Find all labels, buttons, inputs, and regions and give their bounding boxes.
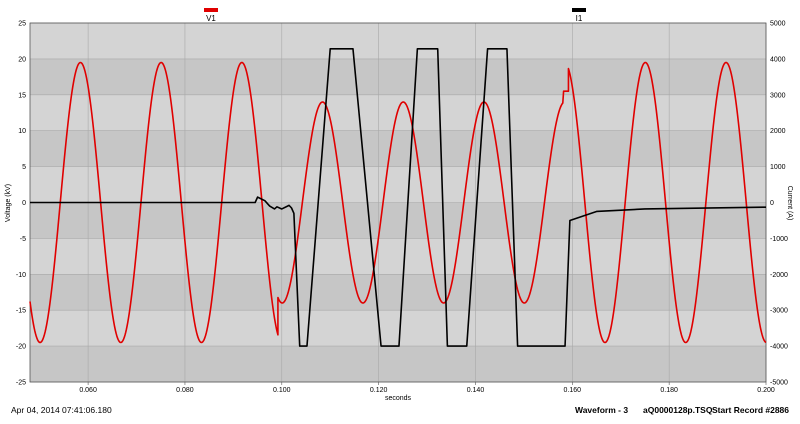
x-tick-label: 0.140 (467, 387, 485, 394)
y2-tick-label: 4000 (770, 56, 786, 63)
footer-waveform: Waveform - 3 (575, 405, 629, 415)
x-tick-label: 0.060 (79, 387, 97, 394)
y2-tick-label: -3000 (770, 308, 788, 315)
legend-label-v1: V1 (206, 14, 216, 23)
footer-timestamp: Apr 04, 2014 07:41:06.180 (11, 405, 112, 415)
x-tick-label: 0.160 (564, 387, 582, 394)
x-tick-label: 0.180 (660, 387, 678, 394)
x-axis-title: seconds (385, 395, 412, 402)
plot-band (30, 310, 766, 347)
y2-tick-label: 5000 (770, 21, 786, 28)
plot-band (30, 274, 766, 311)
series-lines (29, 48, 767, 347)
y2-tick-label: 1000 (770, 164, 786, 171)
plot-band (30, 23, 766, 59)
plot-band (30, 130, 766, 167)
y2-tick-label: -1000 (770, 236, 788, 243)
y2-tick-label: 2000 (770, 128, 786, 135)
y-tick-label: -5 (20, 236, 26, 243)
y2-tick-label: -2000 (770, 272, 788, 279)
y-tick-label: 15 (18, 92, 26, 99)
y2-tick-label: 0 (770, 200, 774, 207)
y2-tick-label: -5000 (770, 380, 788, 387)
y-tick-label: 5 (22, 164, 26, 171)
plot-band (30, 346, 766, 382)
y-tick-label: -25 (16, 380, 26, 387)
y2-tick-label: -4000 (770, 344, 788, 351)
y-tick-label: 10 (18, 128, 26, 135)
y-ticks: 25 20 15 10 5 0 -5 -10 -15 -20 -25 (16, 21, 26, 387)
footer-record: Start Record #2886 (712, 405, 790, 415)
y-tick-label: -20 (16, 344, 26, 351)
plot-band (30, 238, 766, 275)
x-tick-label: 0.080 (176, 387, 194, 394)
x-tick-label: 0.120 (370, 387, 388, 394)
x-tick-label: 0.100 (273, 387, 291, 394)
plot-band (30, 58, 766, 95)
y2-ticks: 5000 4000 3000 2000 1000 0 -1000 -2000 -3000 -400… (770, 21, 788, 387)
y-axis-title: Voltage (kV) (5, 184, 12, 222)
y-tick-label: -15 (16, 308, 26, 315)
y-tick-label: -10 (16, 272, 26, 279)
y-tick-label: 0 (22, 200, 26, 207)
y-tick-label: 25 (18, 21, 26, 28)
legend-swatch-v1 (204, 8, 218, 12)
y2-tick-label: 3000 (770, 92, 786, 99)
footer-file: aQ0000128p.TSQ (643, 405, 713, 415)
y-tick-label: 20 (18, 56, 26, 63)
plot-band (30, 166, 766, 203)
x-tick-label: 0.200 (757, 387, 775, 394)
legend: V1 I1 (204, 8, 586, 23)
series-line-i1 (30, 48, 767, 347)
legend-swatch-i1 (572, 8, 586, 12)
x-ticks: 0.060 0.080 0.100 0.120 0.140 0.160 0.180 0.200 (79, 382, 775, 394)
series-line-v1 (29, 61, 767, 344)
legend-label-i1: I1 (576, 14, 583, 23)
y2-axis-title: Current (A) (786, 186, 793, 221)
